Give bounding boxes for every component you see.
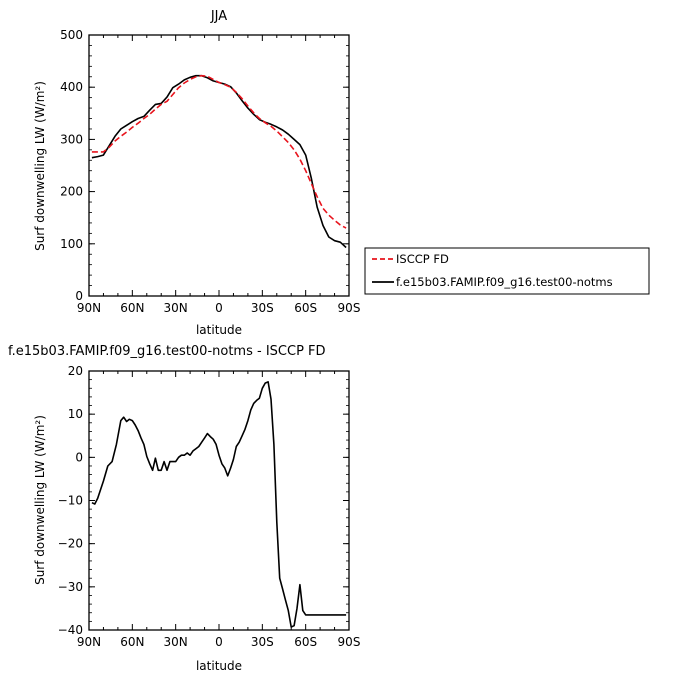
top-chart-title: JJA (210, 9, 227, 24)
bottom-x-tick-label: 0 (215, 635, 223, 649)
legend: ISCCP FD f.e15b03.FAMIP.f09_g16.test00-n… (364, 247, 650, 295)
top-x-tick-label: 60S (294, 301, 317, 315)
bottom-chart-title: f.e15b03.FAMIP.f09_g16.test00-notms - IS… (8, 344, 326, 359)
bottom-x-axis-label: latitude (196, 659, 242, 673)
top-series-line-isccp-fd (91, 74, 347, 229)
bottom-x-tick-label: 30N (164, 635, 188, 649)
top-x-tick-label: 60N (120, 301, 144, 315)
top-y-tick-label: 300 (60, 132, 83, 146)
bottom-y-tick-label: 20 (68, 364, 83, 378)
top-plot-area: 90N 60N 30N 0 30S 60S 90S 0 100 200 300 400 500 (60, 28, 360, 315)
bottom-x-tick-label: 90S (338, 635, 361, 649)
top-plot-frame (88, 34, 350, 297)
top-y-tick-label: 0 (75, 289, 83, 303)
bottom-x-tick-label: 60N (120, 635, 144, 649)
bottom-series-line-difference (91, 380, 347, 628)
top-y-tick-label: 400 (60, 80, 83, 94)
top-x-tick-label: 0 (215, 301, 223, 315)
top-y-axis-label: Surf downwelling LW (W/m²) (33, 81, 47, 251)
top-y-tick-label: 200 (60, 185, 83, 199)
top-x-tick-label: 90N (77, 301, 101, 315)
bottom-y-tick-label: 10 (68, 407, 83, 421)
bottom-y-tick-label: −10 (58, 494, 83, 508)
top-x-axis-label: latitude (196, 323, 242, 337)
bottom-plot-area: 90N 60N 30N 0 30S 60S 90S 20 10 0 −10 −20 −30 −40 (58, 364, 361, 649)
legend-label-isccp: ISCCP FD (396, 252, 449, 266)
top-x-tick-label: 90S (338, 301, 361, 315)
bottom-x-tick-label: 60S (294, 635, 317, 649)
legend-label-model: f.e15b03.FAMIP.f09_g16.test00-notms (396, 275, 613, 289)
top-x-tick-label: 30S (251, 301, 274, 315)
bottom-y-tick-label: −20 (58, 537, 83, 551)
bottom-y-tick-label: 0 (75, 450, 83, 464)
bottom-x-tick-label: 30S (251, 635, 274, 649)
bottom-x-tick-label: 90N (77, 635, 101, 649)
legend-box (364, 247, 650, 295)
bottom-y-tick-label: −30 (58, 580, 83, 594)
top-y-tick-label: 500 (60, 28, 83, 42)
top-y-tick-label: 100 (60, 237, 83, 251)
bottom-y-tick-label: −40 (58, 623, 83, 637)
top-x-tick-label: 30N (164, 301, 188, 315)
bottom-plot-frame (88, 370, 350, 631)
top-series-line-f-e15b03-famip-f09-g16-test00-notms (91, 74, 347, 249)
bottom-y-axis-label: Surf downwelling LW (W/m²) (33, 415, 47, 585)
